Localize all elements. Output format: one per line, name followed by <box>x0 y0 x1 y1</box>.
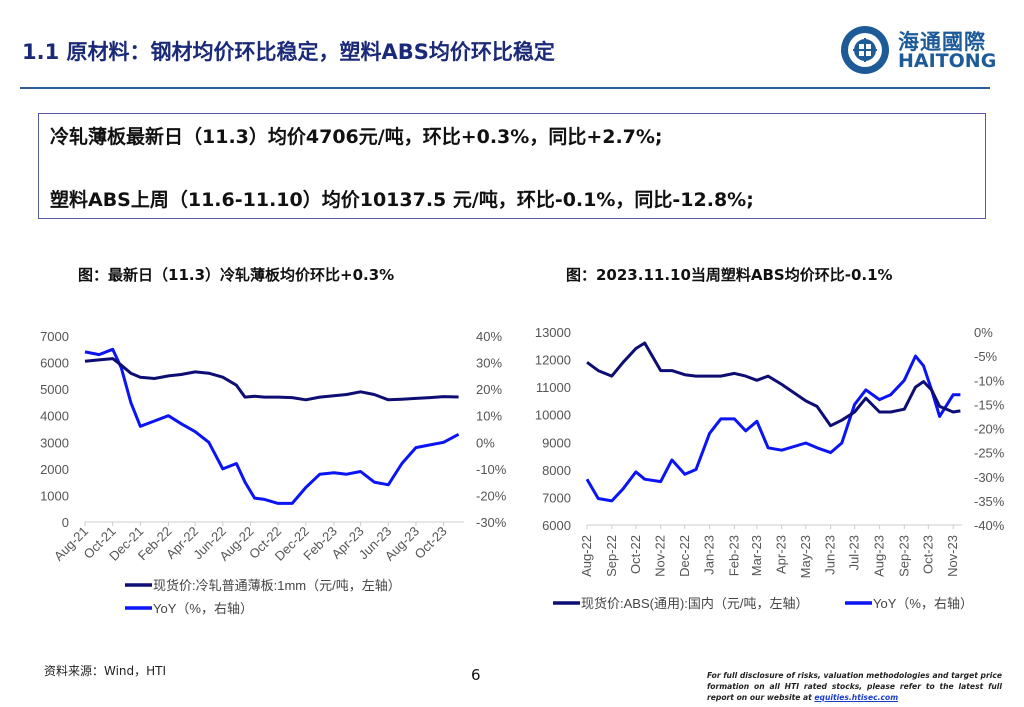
y2-tick-label: 40% <box>476 329 502 344</box>
x-tick-label: Jan-23 <box>702 535 717 575</box>
y-tick-label: 9000 <box>542 435 571 450</box>
y2-tick-label: 0% <box>476 435 495 450</box>
y-tick-label: 6000 <box>40 356 69 371</box>
chart1-title: 图：最新日（11.3）冷轧薄板均价环比+0.3% <box>78 266 395 284</box>
y-tick-label: 10000 <box>535 408 571 423</box>
x-tick-label: Sep-23 <box>896 535 911 577</box>
x-tick-label: Dec-22 <box>677 535 692 577</box>
x-tick-label: Jul-23 <box>847 535 862 570</box>
y2-tick-label: -35% <box>974 494 1005 509</box>
y-tick-label: 8000 <box>542 463 571 478</box>
y2-tick-label: -40% <box>974 518 1005 533</box>
y-tick-label: 5000 <box>40 382 69 397</box>
legend-label: YoY（%，右轴） <box>873 596 973 611</box>
y-tick-label: 1000 <box>40 488 69 503</box>
price-series-line <box>586 341 961 428</box>
y2-tick-label: -15% <box>974 397 1005 412</box>
y-tick-label: 13000 <box>535 325 571 340</box>
x-tick-label: Jun-23 <box>823 535 838 575</box>
summary-line-steel: 冷轧薄板最新日（11.3）均价4706元/吨，环比+0.3%，同比+2.7%; <box>50 126 663 148</box>
legend-label: 现货价:ABS(通用):国内（元/吨，左轴） <box>581 596 809 611</box>
y-tick-label: 4000 <box>40 409 69 424</box>
chart2: 6000 7000 8000 9000 10000 11000 12000 13000 -40%… <box>535 325 1005 611</box>
source-note: 资料来源：Wind，HTI <box>44 664 167 678</box>
chart1: 0 1000 2000 3000 4000 5000 6000 7000 -30% -20% -10… <box>40 329 507 616</box>
website-link[interactable]: equities.htisec.com <box>814 693 899 702</box>
charts-svg: 0 1000 2000 3000 4000 5000 6000 7000 -30% -20% -10… <box>40 325 1005 616</box>
y-tick-label: 11000 <box>536 380 571 395</box>
yoy-series-line <box>585 354 961 503</box>
yoy-series-line <box>84 347 460 505</box>
x-tick-label: Sep-22 <box>604 535 619 577</box>
y-tick-label: 3000 <box>40 435 69 450</box>
x-tick-label: Feb-23 <box>726 535 741 576</box>
x-tick-label: Oct-23 <box>920 535 935 574</box>
y2-tick-label: 0% <box>974 325 993 340</box>
y-tick-label: 7000 <box>542 490 571 505</box>
y-tick-label: 0 <box>62 515 69 530</box>
y2-tick-label: 30% <box>476 356 502 371</box>
x-tick-label: Aug-23 <box>871 535 886 577</box>
summary-box <box>38 113 986 219</box>
x-tick-label: Aug-22 <box>579 535 594 577</box>
x-tick-label: Mar-23 <box>749 535 764 576</box>
y2-tick-label: -20% <box>974 422 1005 437</box>
y2-tick-label: -25% <box>974 446 1005 461</box>
x-tick-label: Nov-22 <box>653 535 668 577</box>
y2-tick-label: 20% <box>476 382 502 397</box>
price-series-line <box>84 357 459 402</box>
page-number: 6 <box>471 666 481 684</box>
chart2-title: 图：2023.11.10当周塑料ABS均价环比-0.1% <box>566 266 893 284</box>
legend-label: 现货价:冷轧普通薄板:1mm（元/吨，左轴） <box>153 578 401 593</box>
summary-line-abs: 塑料ABS上周（11.6-11.10）均价10137.5 元/吨，环比-0.1%… <box>50 189 754 211</box>
y-tick-label: 7000 <box>40 329 69 344</box>
legend-label: YoY（%，右轴） <box>153 601 253 616</box>
x-tick-label: Apr-23 <box>774 535 789 574</box>
logo-text-en: HAITONG <box>898 50 997 72</box>
x-tick-label: Aug-21 <box>51 524 91 564</box>
y-tick-label: 2000 <box>40 462 69 477</box>
x-tick-label: May-23 <box>798 535 813 578</box>
y2-tick-label: -5% <box>974 349 998 364</box>
y-tick-label: 6000 <box>542 518 571 533</box>
y2-tick-label: -10% <box>476 462 507 477</box>
y2-tick-label: 10% <box>476 409 502 424</box>
header-divider <box>20 87 990 89</box>
x-tick-label: Oct-23 <box>412 524 450 562</box>
page-title: 1.1 原材料：钢材均价环比稳定，塑料ABS均价环比稳定 <box>22 40 555 64</box>
logo-text-cn: 海通國際 <box>898 30 986 54</box>
y2-tick-label: -10% <box>974 373 1005 388</box>
y2-tick-label: -30% <box>476 515 507 530</box>
y2-tick-label: -20% <box>476 488 507 503</box>
x-tick-label: Oct-22 <box>628 535 643 574</box>
disclaimer-text: For full disclosure of risks, valuation … <box>707 671 1002 702</box>
disclaimer: For full disclosure of risks, valuation … <box>707 670 1002 703</box>
haitong-logo-icon <box>841 26 889 74</box>
x-tick-label: Nov-23 <box>945 535 960 577</box>
y2-tick-label: -30% <box>974 470 1005 485</box>
y-tick-label: 12000 <box>535 353 571 368</box>
